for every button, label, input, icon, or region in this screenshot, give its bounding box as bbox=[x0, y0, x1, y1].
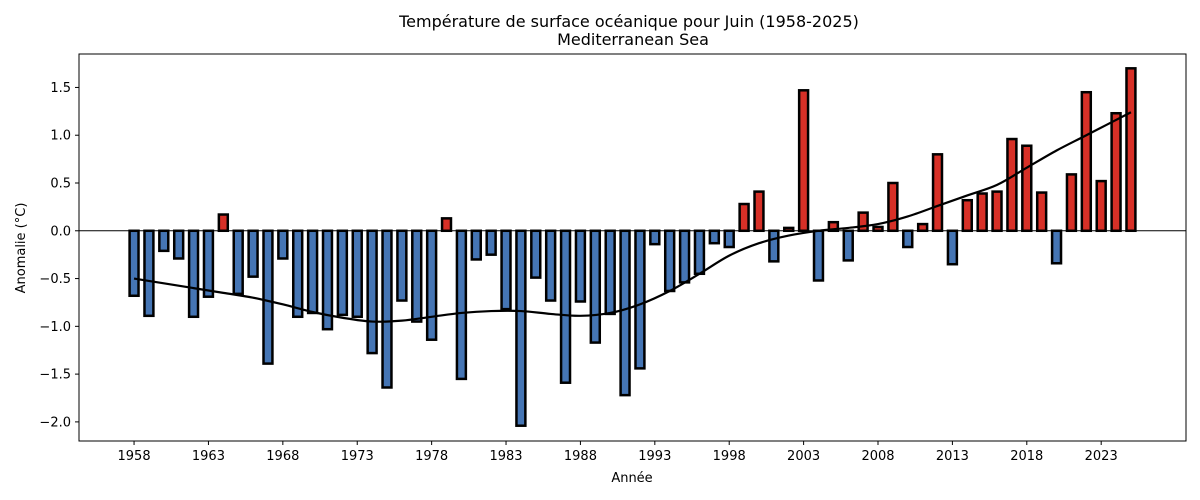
y-tick-label-2: −1.0 bbox=[39, 320, 71, 335]
bar-2001 bbox=[768, 229, 780, 263]
bar-2016 bbox=[991, 190, 1003, 233]
bar-1958 bbox=[128, 229, 140, 298]
bar-1972 bbox=[336, 229, 349, 317]
bar-1964 bbox=[217, 213, 230, 233]
bar-2004 bbox=[812, 229, 825, 282]
x-tick-label-1973: 1973 bbox=[341, 449, 374, 464]
bar-1990 bbox=[604, 229, 616, 316]
x-tick-label-1978: 1978 bbox=[415, 449, 448, 464]
bar-2023 bbox=[1095, 179, 1107, 233]
bar-1987 bbox=[559, 229, 572, 384]
bar-2018 bbox=[1021, 144, 1033, 233]
bar-1981 bbox=[470, 229, 482, 261]
bar-2025 bbox=[1125, 67, 1137, 233]
bar-1960 bbox=[158, 229, 170, 253]
y-axis-label: Anomalie (°C) bbox=[14, 203, 29, 294]
trend-line bbox=[133, 111, 1132, 323]
bar-2020 bbox=[1050, 229, 1063, 265]
bar-2006 bbox=[842, 229, 854, 262]
x-tick-label-2008: 2008 bbox=[861, 449, 894, 464]
bar-1991 bbox=[619, 229, 631, 397]
x-tick-label-2013: 2013 bbox=[936, 449, 969, 464]
x-tick-label-1963: 1963 bbox=[192, 449, 225, 464]
bar-1976 bbox=[396, 229, 408, 302]
bar-2021 bbox=[1065, 173, 1078, 233]
bar-2017 bbox=[1006, 137, 1018, 233]
x-tick-label-1983: 1983 bbox=[489, 449, 522, 464]
bar-2000 bbox=[753, 190, 765, 233]
bar-2007 bbox=[857, 211, 869, 233]
bar-1965 bbox=[232, 229, 244, 296]
bar-1959 bbox=[143, 229, 155, 318]
x-tick-label-2018: 2018 bbox=[1010, 449, 1043, 464]
bar-2010 bbox=[902, 229, 914, 249]
bar-2003 bbox=[797, 89, 810, 233]
bar-2013 bbox=[946, 229, 959, 266]
bar-1967 bbox=[262, 229, 274, 365]
y-tick-label-7: 1.5 bbox=[50, 81, 71, 96]
bar-2008 bbox=[872, 225, 884, 233]
bar-1999 bbox=[738, 202, 750, 233]
bar-1974 bbox=[366, 229, 378, 355]
bar-1988 bbox=[574, 229, 587, 303]
bars-layer bbox=[128, 67, 1137, 427]
bar-1986 bbox=[544, 229, 557, 302]
chart-title: Température de surface océanique pour Ju… bbox=[398, 12, 859, 31]
bar-1982 bbox=[485, 229, 497, 256]
bar-2009 bbox=[887, 181, 899, 233]
plot-frame bbox=[78, 53, 1187, 442]
bar-2012 bbox=[931, 153, 944, 233]
bar-1993 bbox=[649, 229, 661, 246]
bar-2014 bbox=[961, 198, 973, 233]
chart-subtitle: Mediterranean Sea bbox=[557, 30, 709, 49]
y-tick-label-6: 1.0 bbox=[50, 129, 71, 144]
bar-1977 bbox=[411, 229, 423, 323]
bar-1997 bbox=[708, 229, 721, 245]
x-axis-label: Année bbox=[611, 471, 652, 486]
x-tick-label-2003: 2003 bbox=[787, 449, 820, 464]
y-tick-label-5: 0.5 bbox=[50, 177, 71, 192]
bar-1975 bbox=[381, 229, 393, 389]
x-tick-label-1993: 1993 bbox=[638, 449, 671, 464]
x-tick-label-1958: 1958 bbox=[118, 449, 151, 464]
bar-1984 bbox=[515, 229, 527, 427]
bar-1992 bbox=[634, 229, 646, 370]
x-tick-label-2023: 2023 bbox=[1085, 449, 1118, 464]
bar-1978 bbox=[425, 229, 438, 341]
bar-1983 bbox=[500, 229, 512, 311]
bar-1968 bbox=[277, 229, 289, 260]
bar-1979 bbox=[440, 217, 453, 233]
bar-1966 bbox=[247, 229, 259, 278]
bar-1961 bbox=[172, 229, 185, 260]
bar-1985 bbox=[530, 229, 542, 279]
bar-1998 bbox=[723, 229, 735, 249]
trend-layer bbox=[79, 111, 1186, 323]
bar-2022 bbox=[1080, 90, 1093, 233]
axes-layer: 1958 1963 1968 1973 1978 1983 1988 1993 1998 2003… bbox=[39, 53, 1187, 464]
y-tick-label-3: −0.5 bbox=[39, 272, 71, 287]
bar-2024 bbox=[1110, 111, 1122, 233]
x-tick-label-1998: 1998 bbox=[713, 449, 746, 464]
bar-1973 bbox=[351, 229, 363, 319]
bar-1996 bbox=[693, 229, 706, 276]
bar-1970 bbox=[306, 229, 319, 315]
bar-2015 bbox=[976, 192, 988, 233]
bar-1962 bbox=[187, 229, 200, 319]
x-tick-label-1968: 1968 bbox=[266, 449, 299, 464]
bar-1989 bbox=[589, 229, 602, 344]
y-tick-label-4: 0.0 bbox=[50, 224, 71, 239]
bar-1980 bbox=[455, 229, 468, 381]
bar-2019 bbox=[1035, 191, 1048, 233]
y-tick-label-1: −1.5 bbox=[39, 368, 71, 383]
x-tick-label-1988: 1988 bbox=[564, 449, 597, 464]
bar-1963 bbox=[202, 229, 215, 298]
bar-1995 bbox=[678, 229, 691, 284]
bar-1994 bbox=[663, 229, 676, 293]
y-tick-label-0: −2.0 bbox=[39, 415, 71, 430]
bar-2011 bbox=[916, 222, 929, 233]
bar-1969 bbox=[292, 229, 304, 319]
